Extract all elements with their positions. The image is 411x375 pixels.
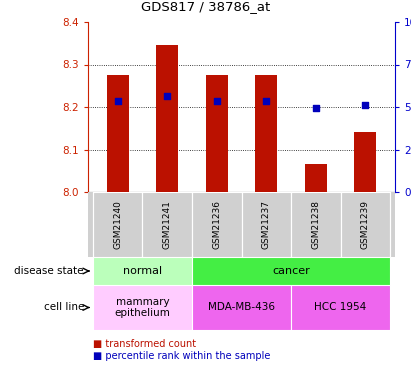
Bar [354,132,376,192]
Text: cancer: cancer [272,266,310,276]
Bar [291,285,390,330]
Bar [255,75,277,192]
Text: ■ transformed count: ■ transformed count [93,339,196,349]
Bar [192,257,390,285]
Text: mammary
epithelium: mammary epithelium [115,297,171,318]
Bar [93,192,143,257]
Point [362,102,369,108]
Text: GSM21239: GSM21239 [361,200,370,249]
Text: HCC 1954: HCC 1954 [314,303,367,312]
Text: GSM21240: GSM21240 [113,200,122,249]
Text: GSM21238: GSM21238 [311,200,320,249]
Bar [242,192,291,257]
Point [164,93,171,99]
Bar [192,285,291,330]
Bar [192,192,242,257]
Bar [143,192,192,257]
Text: GSM21236: GSM21236 [212,200,221,249]
Text: normal: normal [123,266,162,276]
Text: MDA-MB-436: MDA-MB-436 [208,303,275,312]
Bar [106,75,129,192]
Text: cell line: cell line [44,303,84,312]
Text: disease state: disease state [14,266,84,276]
Text: GSM21237: GSM21237 [262,200,271,249]
Point [213,98,220,104]
Text: GSM21241: GSM21241 [163,200,172,249]
Point [263,98,270,104]
Bar [156,45,178,192]
Text: ■ percentile rank within the sample: ■ percentile rank within the sample [93,351,270,361]
Bar [341,192,390,257]
Bar [291,192,341,257]
Text: GDS817 / 38786_at: GDS817 / 38786_at [141,0,270,13]
Bar [305,164,327,192]
Bar [93,285,192,330]
Point [312,105,319,111]
Bar [206,75,228,192]
Point [114,98,121,104]
Bar [93,257,192,285]
